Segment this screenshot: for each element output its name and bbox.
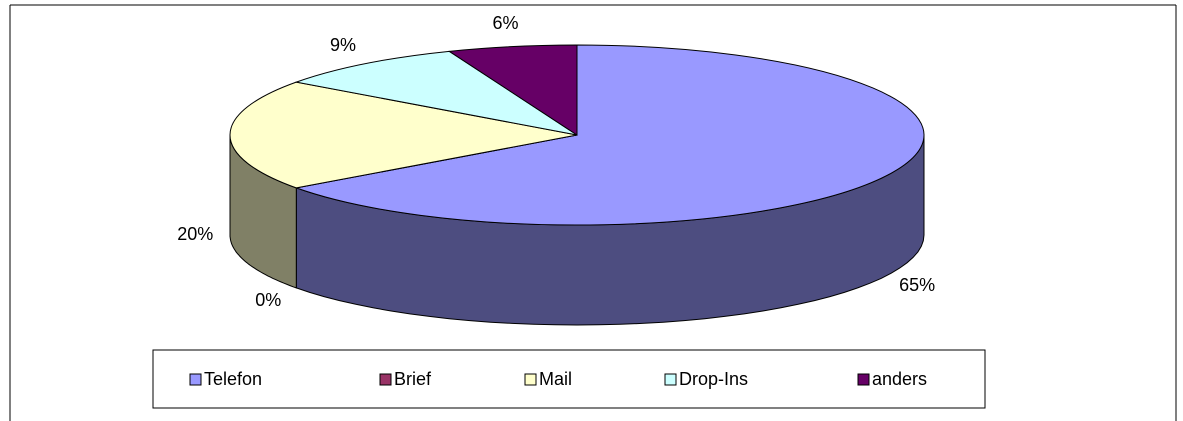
- slice: [294, 50, 578, 136]
- data-label: 6%: [492, 13, 518, 33]
- slice: [294, 44, 925, 226]
- legend-swatch: [379, 373, 392, 386]
- data-label: 65%: [899, 275, 935, 295]
- legend-label: Drop-Ins: [679, 369, 748, 389]
- legend-label: Telefon: [204, 369, 262, 389]
- data-label: 9%: [330, 35, 356, 55]
- legend-label: anders: [872, 369, 927, 389]
- legend-box: [152, 349, 986, 409]
- legend-swatch: [857, 373, 870, 386]
- legend-swatch: [664, 373, 677, 386]
- legend-swatch: [189, 373, 202, 386]
- slice: [447, 44, 578, 136]
- slice: [229, 81, 578, 189]
- data-label: 0%: [255, 290, 281, 310]
- legend-label: Brief: [394, 369, 432, 389]
- data-label: 20%: [177, 224, 213, 244]
- legend-swatch: [524, 373, 537, 386]
- legend-label: Mail: [539, 369, 572, 389]
